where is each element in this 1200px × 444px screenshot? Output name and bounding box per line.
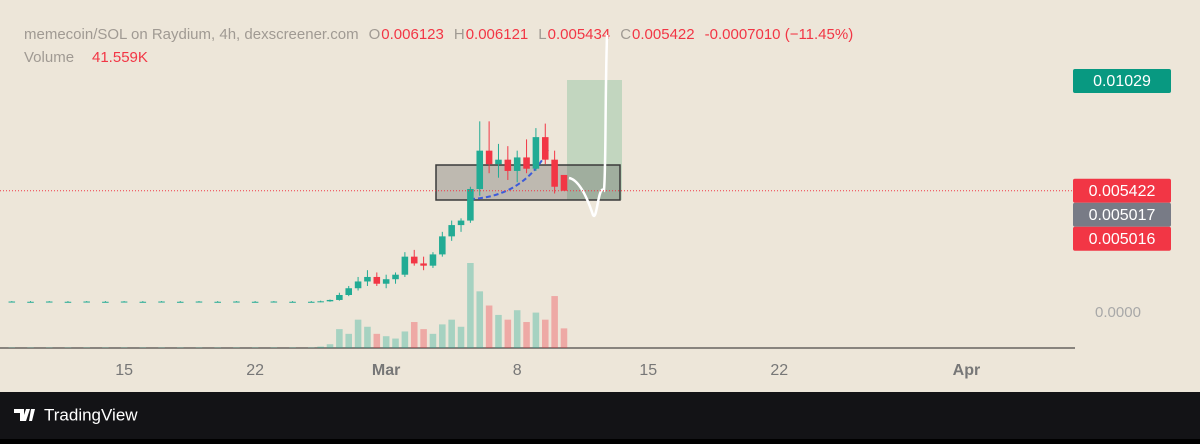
volume-bar [383,336,390,348]
volume-bar [523,322,530,348]
candle-body [140,302,147,303]
x-tick-label: Mar [372,362,400,379]
volume-value: 41.559K [92,49,148,66]
range-box [436,165,620,200]
volume-bar [411,322,418,348]
candle-body [486,151,493,165]
candle-body [383,279,390,284]
volume-bar [476,291,483,348]
candle-body [214,302,221,303]
volume-bar [327,344,334,348]
volume-bar [355,320,362,348]
volume-bar [374,334,381,348]
candle-body [196,302,203,303]
volume-bar [505,320,512,348]
candle-body [121,302,128,303]
candle-body [102,302,109,303]
candle-body [233,302,240,303]
volume-bar [542,320,549,348]
candle-body [27,302,34,303]
candle-body [9,302,16,303]
candle-body [551,160,558,187]
candle-body [458,221,465,226]
footer [0,392,1200,439]
volume-bar [514,310,521,348]
volume-bar [336,329,343,348]
volume-bar [467,263,474,348]
candle-body [439,236,446,254]
volume-bar [486,306,493,349]
brand: TradingView [44,405,138,424]
candle-body [355,281,362,288]
candle-body [505,160,512,171]
x-tick-label: 22 [246,362,264,379]
x-tick-label: 22 [770,362,788,379]
candle-body [177,302,184,303]
candle-body [327,300,334,301]
y-tick-label: 0.0000 [1095,304,1141,321]
volume-bar [364,327,371,348]
candle-body [514,157,521,171]
candle-body [317,301,324,302]
candle-body [402,257,409,275]
x-tick-label: 15 [115,362,133,379]
price-label: 0.005422 [1089,183,1156,200]
volume-bar [430,334,437,348]
volume-bar [402,331,409,348]
candle-body [476,151,483,189]
legend-high: 0.006121 [466,26,529,43]
candle-body [252,302,259,303]
volume-bar [533,313,540,348]
candle-body [46,302,53,303]
candle-body [308,302,315,303]
price-label: 0.005016 [1089,231,1156,248]
candle-body [83,302,90,303]
x-tick-label: Apr [953,362,981,379]
candle-body [65,302,72,303]
volume-label: Volume [24,49,74,66]
volume-bar [392,339,399,348]
price-label: 0.01029 [1093,73,1151,90]
legend-close: 0.005422 [632,26,695,43]
candle-body [448,225,455,236]
legend-low: 0.005434 [548,26,611,43]
legend-open: 0.006123 [381,26,444,43]
candle-body [158,302,165,303]
legend-c-label: C [620,26,631,43]
candle-body [495,160,502,165]
volume-bar [317,347,324,348]
candle-body [364,277,371,282]
candle-body [271,302,278,303]
price-label: 0.005017 [1089,207,1156,224]
volume-bar [458,327,465,348]
legend-o-label: O [369,26,381,43]
volume-bar [439,324,446,348]
volume-bar [345,334,352,348]
candle-body [420,263,427,265]
candle-body [345,288,352,295]
volume-bar [448,320,455,348]
candle-body [523,157,530,168]
candle-body [392,275,399,280]
legend-change: -0.0007010 (−11.45%) [705,26,854,43]
candle-body [336,295,343,300]
candle-body [467,189,474,221]
candle-body [411,257,418,264]
volume-bar [495,315,502,348]
x-tick-label: 15 [639,362,657,379]
legend-h-label: H [454,26,465,43]
volume-bar [420,329,427,348]
volume-bar [551,296,558,348]
candle-body [289,302,296,303]
candle-body [561,175,568,191]
candle-body [374,277,381,284]
volume-bar [561,328,568,348]
candle-body [542,137,549,160]
x-tick-label: 8 [513,362,522,379]
legend-l-label: L [538,26,546,43]
candle-body [430,254,437,265]
candle-body [533,137,540,169]
symbol-title: memecoin/SOL on Raydium, 4h, dexscreener… [24,26,359,43]
